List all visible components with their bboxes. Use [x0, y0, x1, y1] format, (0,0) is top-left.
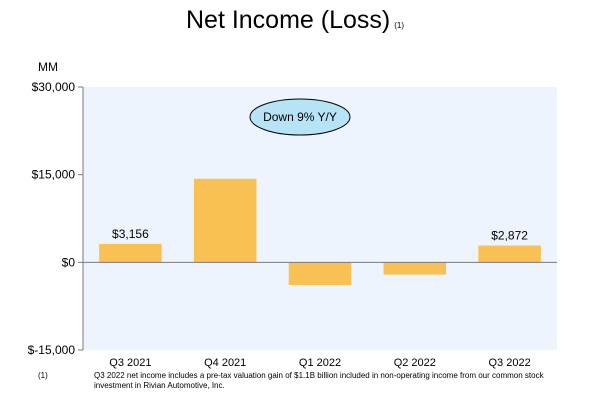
x-tick-label: Q3 2021 — [109, 357, 151, 369]
x-tick-label: Q3 2022 — [488, 357, 530, 369]
footnote: (1) Q3 2022 net income includes a pre-ta… — [38, 371, 578, 391]
chart-title-block: Net Income (Loss) (1) — [0, 6, 590, 35]
bar-q3-2022 — [478, 245, 541, 263]
y-tick-label: $30,000 — [32, 80, 76, 94]
data-label: $2,872 — [491, 229, 528, 243]
x-tick-label: Q1 2022 — [299, 357, 341, 369]
bar-q2-2022 — [383, 262, 447, 275]
bar-q1-2022 — [288, 262, 352, 286]
y-tick-label: $-15,000 — [28, 343, 76, 357]
y-tick-label: $0 — [62, 255, 76, 269]
chart-title: Net Income (Loss) — [185, 6, 391, 34]
footnote-marker: (1) — [38, 371, 48, 380]
unit-label: MM — [38, 60, 58, 74]
bar-q4-2021 — [193, 178, 257, 263]
footnote-text: Q3 2022 net income includes a pre-tax va… — [94, 371, 544, 390]
data-label: $3,156 — [112, 227, 149, 241]
callout-bubble — [249, 98, 351, 136]
y-tick-label: $15,000 — [32, 168, 76, 182]
callout-text: Down 9% Y/Y — [263, 110, 337, 124]
title-footnote-marker: (1) — [394, 21, 405, 30]
x-tick-label: Q4 2021 — [204, 357, 246, 369]
bar-q3-2021 — [99, 243, 162, 263]
x-tick-label: Q2 2022 — [394, 357, 436, 369]
